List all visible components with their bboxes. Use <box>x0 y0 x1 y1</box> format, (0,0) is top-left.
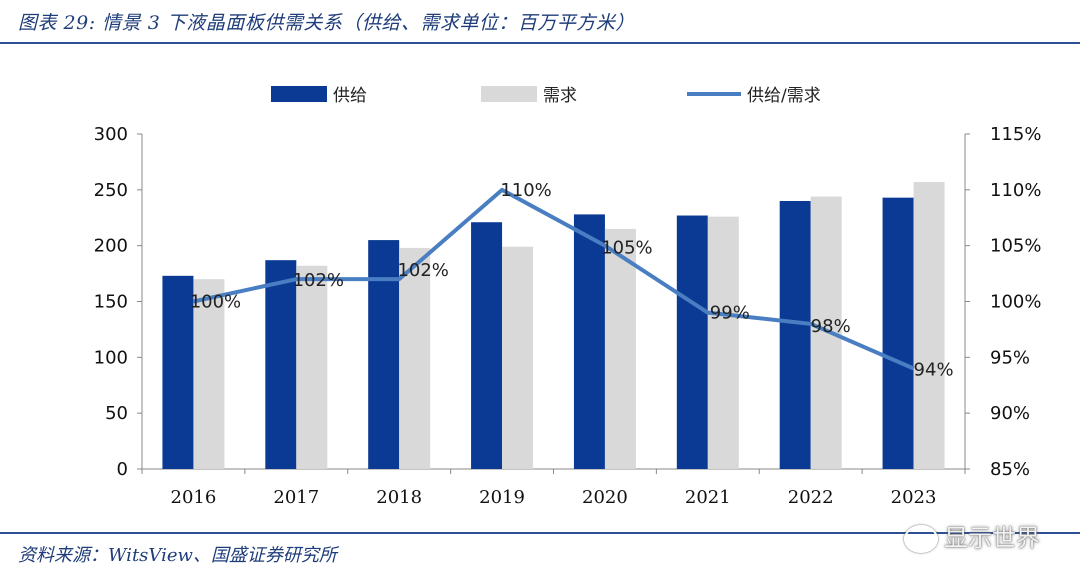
ratio-data-label: 105% <box>601 238 652 259</box>
x-tick-label: 2017 <box>273 487 319 508</box>
x-tick-label: 2019 <box>479 487 525 508</box>
left-tick-label: 200 <box>94 236 128 257</box>
x-tick-label: 2021 <box>685 487 731 508</box>
chart-title: 图表 29: 情景 3 下液晶面板供需关系（供给、需求单位：百万平方米） <box>18 12 635 34</box>
x-tick-label: 2022 <box>788 487 834 508</box>
legend: 供给 需求 供给/需求 <box>271 86 821 106</box>
left-tick-label: 250 <box>94 180 128 201</box>
x-tick-label: 2016 <box>171 487 217 508</box>
supply-bar <box>368 240 400 469</box>
left-tick-label: 100 <box>94 347 128 368</box>
x-tick-label: 2020 <box>582 487 628 508</box>
demand-bar <box>810 196 842 470</box>
watermark: 显示世界 <box>904 518 1040 553</box>
ratio-data-label: 99% <box>710 303 750 324</box>
bars <box>162 182 945 470</box>
ratio-data-label: 98% <box>811 316 851 337</box>
right-tick-label: 90% <box>990 403 1030 424</box>
supply-bar <box>265 260 297 469</box>
supply-bar <box>882 197 914 469</box>
left-tick-label: 50 <box>105 403 128 424</box>
demand-bar <box>193 279 225 469</box>
demand-bar <box>296 265 328 469</box>
demand-bar <box>913 182 945 469</box>
combo-chart: 供给 需求 供给/需求 0 50 100 150 200 250 300 85% 90% 95% 100… <box>94 86 1041 508</box>
title-rule <box>0 42 1080 44</box>
supply-bar <box>676 215 708 469</box>
ratio-line <box>193 187 915 371</box>
ratio-data-label: 110% <box>500 180 551 201</box>
demand-bar <box>399 247 431 469</box>
source-note: 资料来源：WitsView、国盛证券研究所 <box>18 545 337 566</box>
supply-demand-ratio-line <box>193 187 915 371</box>
x-tick-label: 2023 <box>891 487 937 508</box>
legend-supply-label: 供给 <box>333 86 367 106</box>
demand-bar <box>707 216 739 469</box>
ratio-data-label: 94% <box>914 360 954 381</box>
ratio-data-label: 100% <box>190 292 241 313</box>
x-tick-label: 2018 <box>376 487 422 508</box>
left-tick-label: 150 <box>94 292 128 313</box>
left-tick-label: 0 <box>117 459 128 480</box>
right-tick-label: 85% <box>990 459 1030 480</box>
ratio-data-label: 102% <box>293 270 344 291</box>
right-tick-label: 105% <box>990 236 1041 257</box>
supply-bar <box>162 275 194 469</box>
demand-bar <box>502 246 534 469</box>
left-tick-label: 300 <box>94 124 128 145</box>
legend-ratio-label: 供给/需求 <box>747 86 821 106</box>
footer-rule <box>0 532 1080 534</box>
watermark-text: 显示世界 <box>944 524 1040 552</box>
supply-bar <box>471 222 503 469</box>
legend-demand-swatch <box>481 86 537 102</box>
right-tick-label: 110% <box>990 180 1041 201</box>
right-tick-label: 115% <box>990 124 1041 145</box>
right-tick-label: 100% <box>990 292 1041 313</box>
right-tick-label: 95% <box>990 347 1030 368</box>
data-labels: 100% 102% 102% 110% 105% 99% 98% 94% <box>190 180 954 381</box>
legend-demand-label: 需求 <box>543 86 577 106</box>
demand-bar <box>604 228 636 469</box>
supply-bar <box>573 214 605 469</box>
legend-supply-swatch <box>271 86 327 102</box>
supply-bar <box>779 201 811 469</box>
ratio-data-label: 102% <box>397 260 448 281</box>
wechat-icon <box>904 525 938 553</box>
